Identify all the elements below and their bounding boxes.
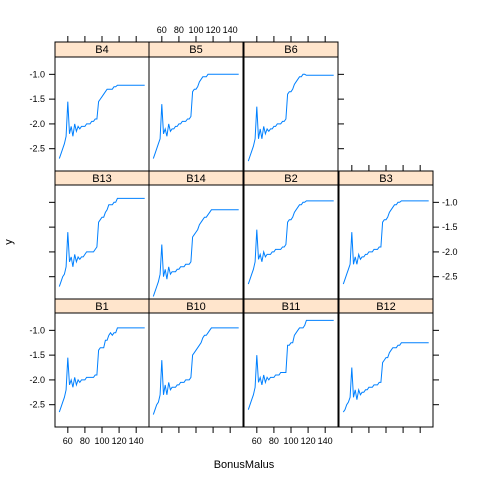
panel-b1: B1: [54, 298, 150, 428]
series-line-b14: [152, 209, 239, 297]
axes: -1.0 -1.5 -2.0 -2.5 -1.0 -1.5 -2.0 -2.5 -1.0 -1.5…: [29, 25, 457, 446]
y-tick-label: -2.5: [29, 400, 45, 410]
strip-label: B5: [189, 44, 202, 56]
strip-label: B12: [376, 301, 396, 313]
x-tick-label: 100: [188, 25, 203, 35]
series-line-b10: [152, 327, 239, 415]
strip-label: B6: [284, 44, 297, 56]
series-line-b5: [152, 73, 239, 159]
series-line-b12: [342, 342, 429, 413]
panel-b6: B6: [243, 41, 339, 172]
strip-label: B3: [379, 173, 392, 185]
panel-b3: B3: [338, 170, 434, 300]
panel-b11: B11: [243, 298, 339, 428]
strip-label: B1: [95, 301, 108, 313]
strip-label: B14: [186, 173, 206, 185]
x-tick-label: 120: [206, 25, 221, 35]
series-line-b11: [247, 319, 334, 410]
x-tick-label: 100: [283, 436, 298, 446]
y-tick-label: -1.0: [29, 69, 45, 79]
y-tick-label: -2.5: [29, 144, 45, 154]
panel-frame: [243, 56, 339, 172]
strip-label: B11: [282, 301, 301, 313]
series-line-b1: [58, 327, 145, 413]
y-tick-label: -1.5: [29, 350, 45, 360]
panel-frame: [243, 184, 339, 300]
x-tick-label: 60: [63, 436, 73, 446]
x-tick-label: 80: [174, 25, 184, 35]
series-line-b2: [247, 200, 334, 285]
x-tick-label: 120: [112, 436, 127, 446]
x-tick-label: 140: [223, 25, 238, 35]
series-line-b3: [342, 200, 429, 285]
y-tick-label: -2.5: [442, 272, 458, 282]
x-tick-label: 100: [94, 436, 109, 446]
x-tick-label: 60: [252, 436, 262, 446]
panel-frame: [54, 184, 150, 300]
x-tick-label: 120: [301, 436, 316, 446]
panel-b14: B14: [148, 170, 244, 300]
x-tick-label: 80: [269, 436, 279, 446]
x-tick-label: 80: [80, 436, 90, 446]
x-tick-label: 140: [129, 436, 144, 446]
panel-b5: B5: [148, 41, 244, 172]
y-tick-label: -1.0: [442, 197, 458, 207]
strip-label: B4: [95, 44, 108, 56]
series-line-b4: [58, 84, 145, 159]
panel-b13: B13: [54, 170, 150, 300]
panel-b2: B2: [243, 170, 339, 300]
y-tick-label: -2.0: [29, 119, 45, 129]
panel-frame: [338, 184, 434, 300]
panel-frame: [338, 312, 434, 428]
y-tick-label: -1.5: [29, 94, 45, 104]
series-line-b13: [58, 197, 145, 287]
series-line-b6: [247, 73, 334, 162]
x-tick-label: 140: [318, 436, 333, 446]
x-axis-label: BonusMalus: [214, 459, 275, 471]
panel-b10: B10: [148, 298, 244, 428]
panel-frame: [148, 184, 244, 300]
strip-label: B10: [186, 301, 206, 313]
y-tick-label: -2.0: [29, 375, 45, 385]
x-tick-label: 60: [157, 25, 167, 35]
panel-grid: B4 B5 B6 B13 B14 B2 B3 B1 B10 B11 B12: [54, 41, 434, 428]
y-tick-label: -2.0: [442, 247, 458, 257]
panel-frame: [54, 312, 150, 428]
panel-b12: B12: [338, 298, 434, 428]
panel-frame: [54, 56, 150, 172]
strip-label: B2: [284, 173, 297, 185]
y-tick-label: -1.0: [29, 325, 45, 335]
panel-b4: B4: [54, 41, 150, 172]
panel-frame: [148, 312, 244, 428]
y-axis-label: y: [3, 239, 15, 245]
y-tick-label: -1.5: [442, 222, 458, 232]
strip-label: B13: [92, 173, 112, 185]
